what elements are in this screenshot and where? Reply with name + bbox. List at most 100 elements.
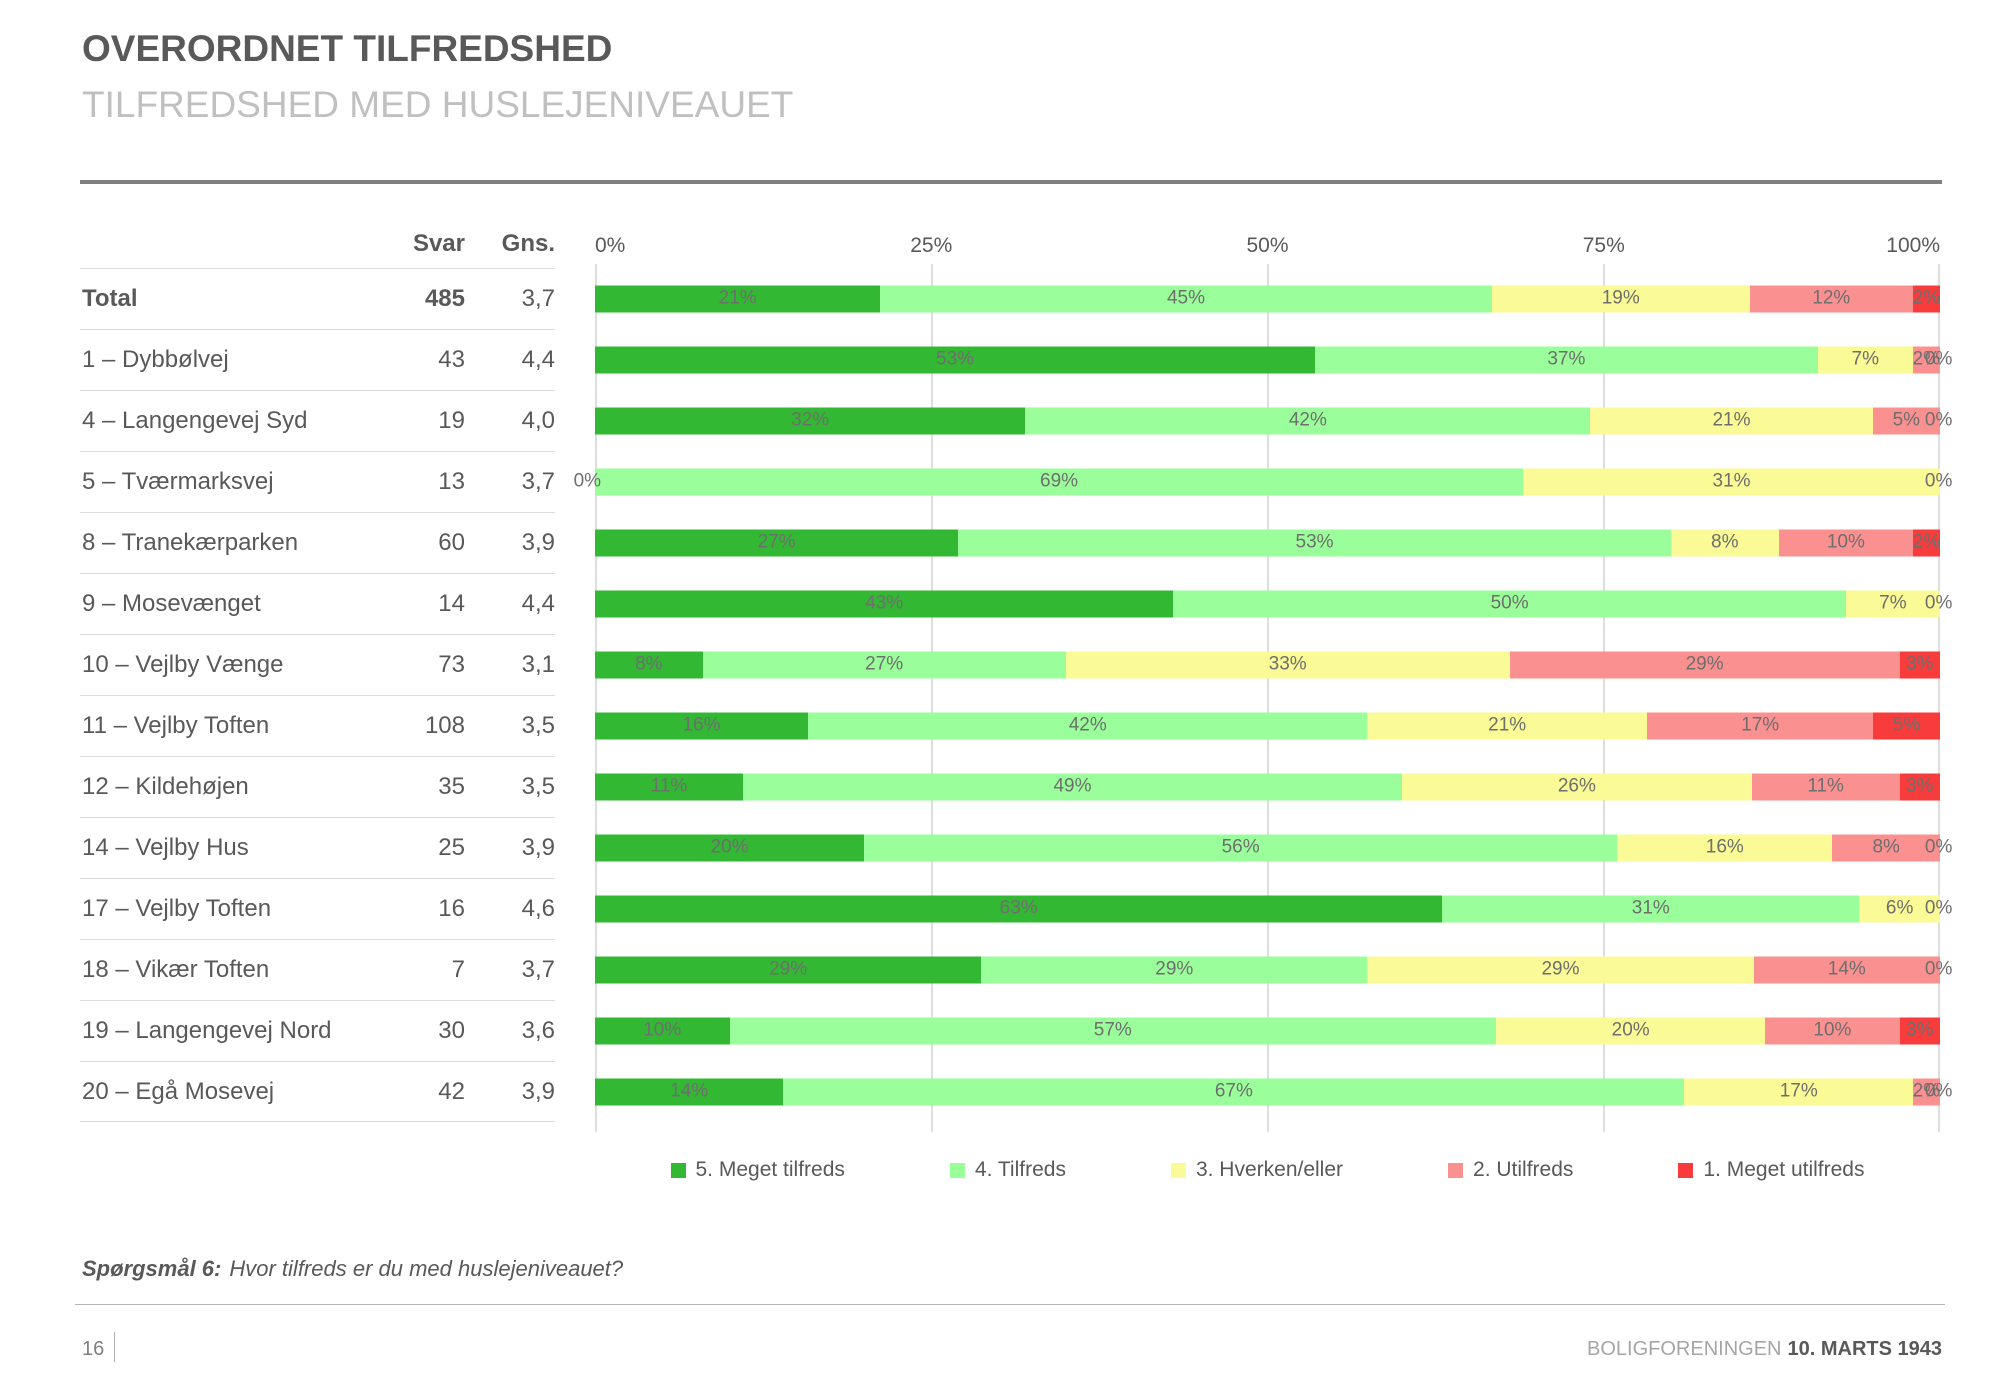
- row-label: 18 – Vikær Toften: [80, 939, 360, 1000]
- stacked-bar: 43% 50% 7% 0%: [595, 590, 1952, 617]
- bar-value-label: 10%: [1813, 1019, 1852, 1041]
- row-bar: 14% 67% 17% 2% 0%: [595, 1061, 1952, 1122]
- gridline-0: [595, 264, 597, 1132]
- bar-segment: 10%: [1765, 1017, 1900, 1044]
- bar-segment: 5%: [1872, 407, 1940, 434]
- bar-segment: 57%: [729, 1017, 1497, 1044]
- row-label: 19 – Langengevej Nord: [80, 1000, 360, 1061]
- bar-segment: 8%: [595, 651, 703, 678]
- bar-segment: 42%: [1025, 407, 1591, 434]
- zero-value-label: 0%: [1924, 836, 1953, 858]
- bar-value-label: 16%: [1705, 836, 1744, 858]
- row-label: 11 – Vejlby Toften: [80, 695, 360, 756]
- page-subtitle: TILFREDSHED MED HUSLEJENIVEAUET: [82, 84, 794, 125]
- legend-swatch: [1170, 1162, 1186, 1178]
- table-row: Total 485 3,7 21% 45% 19% 12% 2%: [80, 268, 1940, 329]
- bar-value-label: 5%: [1892, 409, 1921, 431]
- bar-segment: 3%: [1899, 773, 1940, 800]
- bar-segment: 29%: [1509, 651, 1900, 678]
- row-gns-value: 3,5: [465, 756, 555, 817]
- legend-label: 2. Utilfreds: [1473, 1158, 1574, 1181]
- bar-value-label: 63%: [999, 897, 1038, 919]
- bar-segment: 2%: [1913, 529, 1940, 556]
- row-gns-value: 4,6: [465, 878, 555, 939]
- bar-segment: 14%: [595, 1078, 784, 1105]
- bar-segment: 69%: [595, 468, 1524, 495]
- footer-divider: [75, 1304, 1945, 1305]
- bar-value-label: 56%: [1221, 836, 1260, 858]
- bar-segment: 21%: [1590, 407, 1873, 434]
- table-row: 10 – Vejlby Vænge 73 3,1 8% 27% 33% 29% 3%: [80, 634, 1940, 695]
- bar-segment: 8%: [1670, 529, 1779, 556]
- question-text: Hvor tilfreds er du med huslejeniveauet?: [229, 1256, 624, 1281]
- zero-value-label: 0%: [1924, 470, 1953, 492]
- zero-value-label: 0%: [1924, 958, 1953, 980]
- row-label: 20 – Egå Mosevej: [80, 1061, 360, 1122]
- bar-segment: 17%: [1684, 1078, 1914, 1105]
- table-row: 9 – Mosevænget 14 4,4 43% 50% 7% 0%: [80, 573, 1952, 634]
- x-axis: 0% 25% 50% 75% 100%: [595, 214, 1940, 268]
- bar-segment: 14%: [1753, 956, 1940, 983]
- row-bar: 11% 49% 26% 11% 3%: [595, 756, 1940, 817]
- row-svar-value: 16: [360, 878, 465, 939]
- bar-value-label: 21%: [1488, 714, 1527, 736]
- row-gns-value: 3,1: [465, 634, 555, 695]
- bar-value-label: 67%: [1214, 1080, 1253, 1102]
- bar-value-label: 7%: [1879, 592, 1907, 614]
- row-bar: 10% 57% 20% 10% 3%: [595, 1000, 1940, 1061]
- name-column-header: [80, 214, 360, 268]
- row-label: 12 – Kildehøjen: [80, 756, 360, 817]
- bar-segment: 11%: [595, 773, 743, 800]
- row-svar-value: 13: [360, 451, 465, 512]
- gridline-100: [1938, 264, 1940, 1132]
- legend-label: 3. Hverken/eller: [1195, 1158, 1344, 1181]
- legend-item: 1. Meget utilfreds: [1678, 1158, 1864, 1182]
- bar-segment: 16%: [595, 712, 809, 739]
- stacked-bar: 11% 49% 26% 11% 3%: [595, 773, 1940, 800]
- bar-segment: 10%: [595, 1017, 730, 1044]
- bar-segment: 27%: [702, 651, 1066, 678]
- bar-segment: 7%: [1817, 346, 1913, 373]
- row-gns-value: 3,5: [465, 695, 555, 756]
- legend-item: 5. Meget tilfreds: [670, 1158, 845, 1182]
- row-label: 10 – Vejlby Vænge: [80, 634, 360, 695]
- bar-value-label: 53%: [1295, 531, 1334, 553]
- header-row: Svar Gns. 0% 25% 50% 75% 100%: [80, 214, 1940, 268]
- bar-segment: 21%: [595, 285, 881, 312]
- question-note: Spørgsmål 6: Hvor tilfreds er du med husl…: [82, 1256, 623, 1282]
- stacked-bar: 10% 57% 20% 10% 3%: [595, 1017, 1940, 1044]
- stacked-bar: 27% 53% 8% 10% 2%: [595, 529, 1940, 556]
- row-bar: 29% 29% 29% 14% 0%: [595, 939, 1952, 1000]
- bar-value-label: 8%: [1872, 836, 1900, 858]
- bar-value-label: 32%: [791, 409, 830, 431]
- row-svar-value: 14: [360, 573, 465, 634]
- row-label: 14 – Vejlby Hus: [80, 817, 360, 878]
- row-gns-value: 3,9: [465, 1061, 555, 1122]
- stacked-bar: 63% 31% 6% 0%: [595, 895, 1952, 922]
- legend-label: 4. Tilfreds: [974, 1158, 1066, 1181]
- bar-segment: 29%: [981, 956, 1368, 983]
- x-axis-tick: 25%: [910, 234, 953, 257]
- bar-segment: 27%: [595, 529, 959, 556]
- bar-value-label: 31%: [1631, 897, 1670, 919]
- row-gns-value: 3,7: [465, 451, 555, 512]
- bar-segment: 33%: [1065, 651, 1510, 678]
- bar-segment: 67%: [783, 1078, 1685, 1105]
- bar-value-label: 27%: [865, 653, 904, 675]
- table-row: 18 – Vikær Toften 7 3,7 29% 29% 29% 14% 0%: [80, 939, 1952, 1000]
- bar-value-label: 11%: [1807, 775, 1844, 797]
- bar-value-label: 29%: [1685, 653, 1724, 675]
- bar-value-label: 53%: [936, 348, 975, 370]
- table-row: 4 – Langengevej Syd 19 4,0 32% 42% 21% 5% 0%: [80, 390, 1952, 451]
- row-label: 8 – Tranekærparken: [80, 512, 360, 573]
- bar-value-label: 14%: [670, 1080, 709, 1102]
- bar-value-label: 17%: [1779, 1080, 1818, 1102]
- bar-value-label: 26%: [1557, 775, 1596, 797]
- bar-value-label: 20%: [1611, 1019, 1650, 1041]
- bar-segment: 49%: [742, 773, 1402, 800]
- bar-segment: 2%: [1913, 1078, 1940, 1105]
- bar-value-label: 17%: [1741, 714, 1780, 736]
- bar-value-label: 14%: [1827, 958, 1866, 980]
- footer-branding: BOLIGFORENINGEN 10. MARTS 1943: [1587, 1338, 1942, 1361]
- bar-segment: 31%: [1523, 468, 1940, 495]
